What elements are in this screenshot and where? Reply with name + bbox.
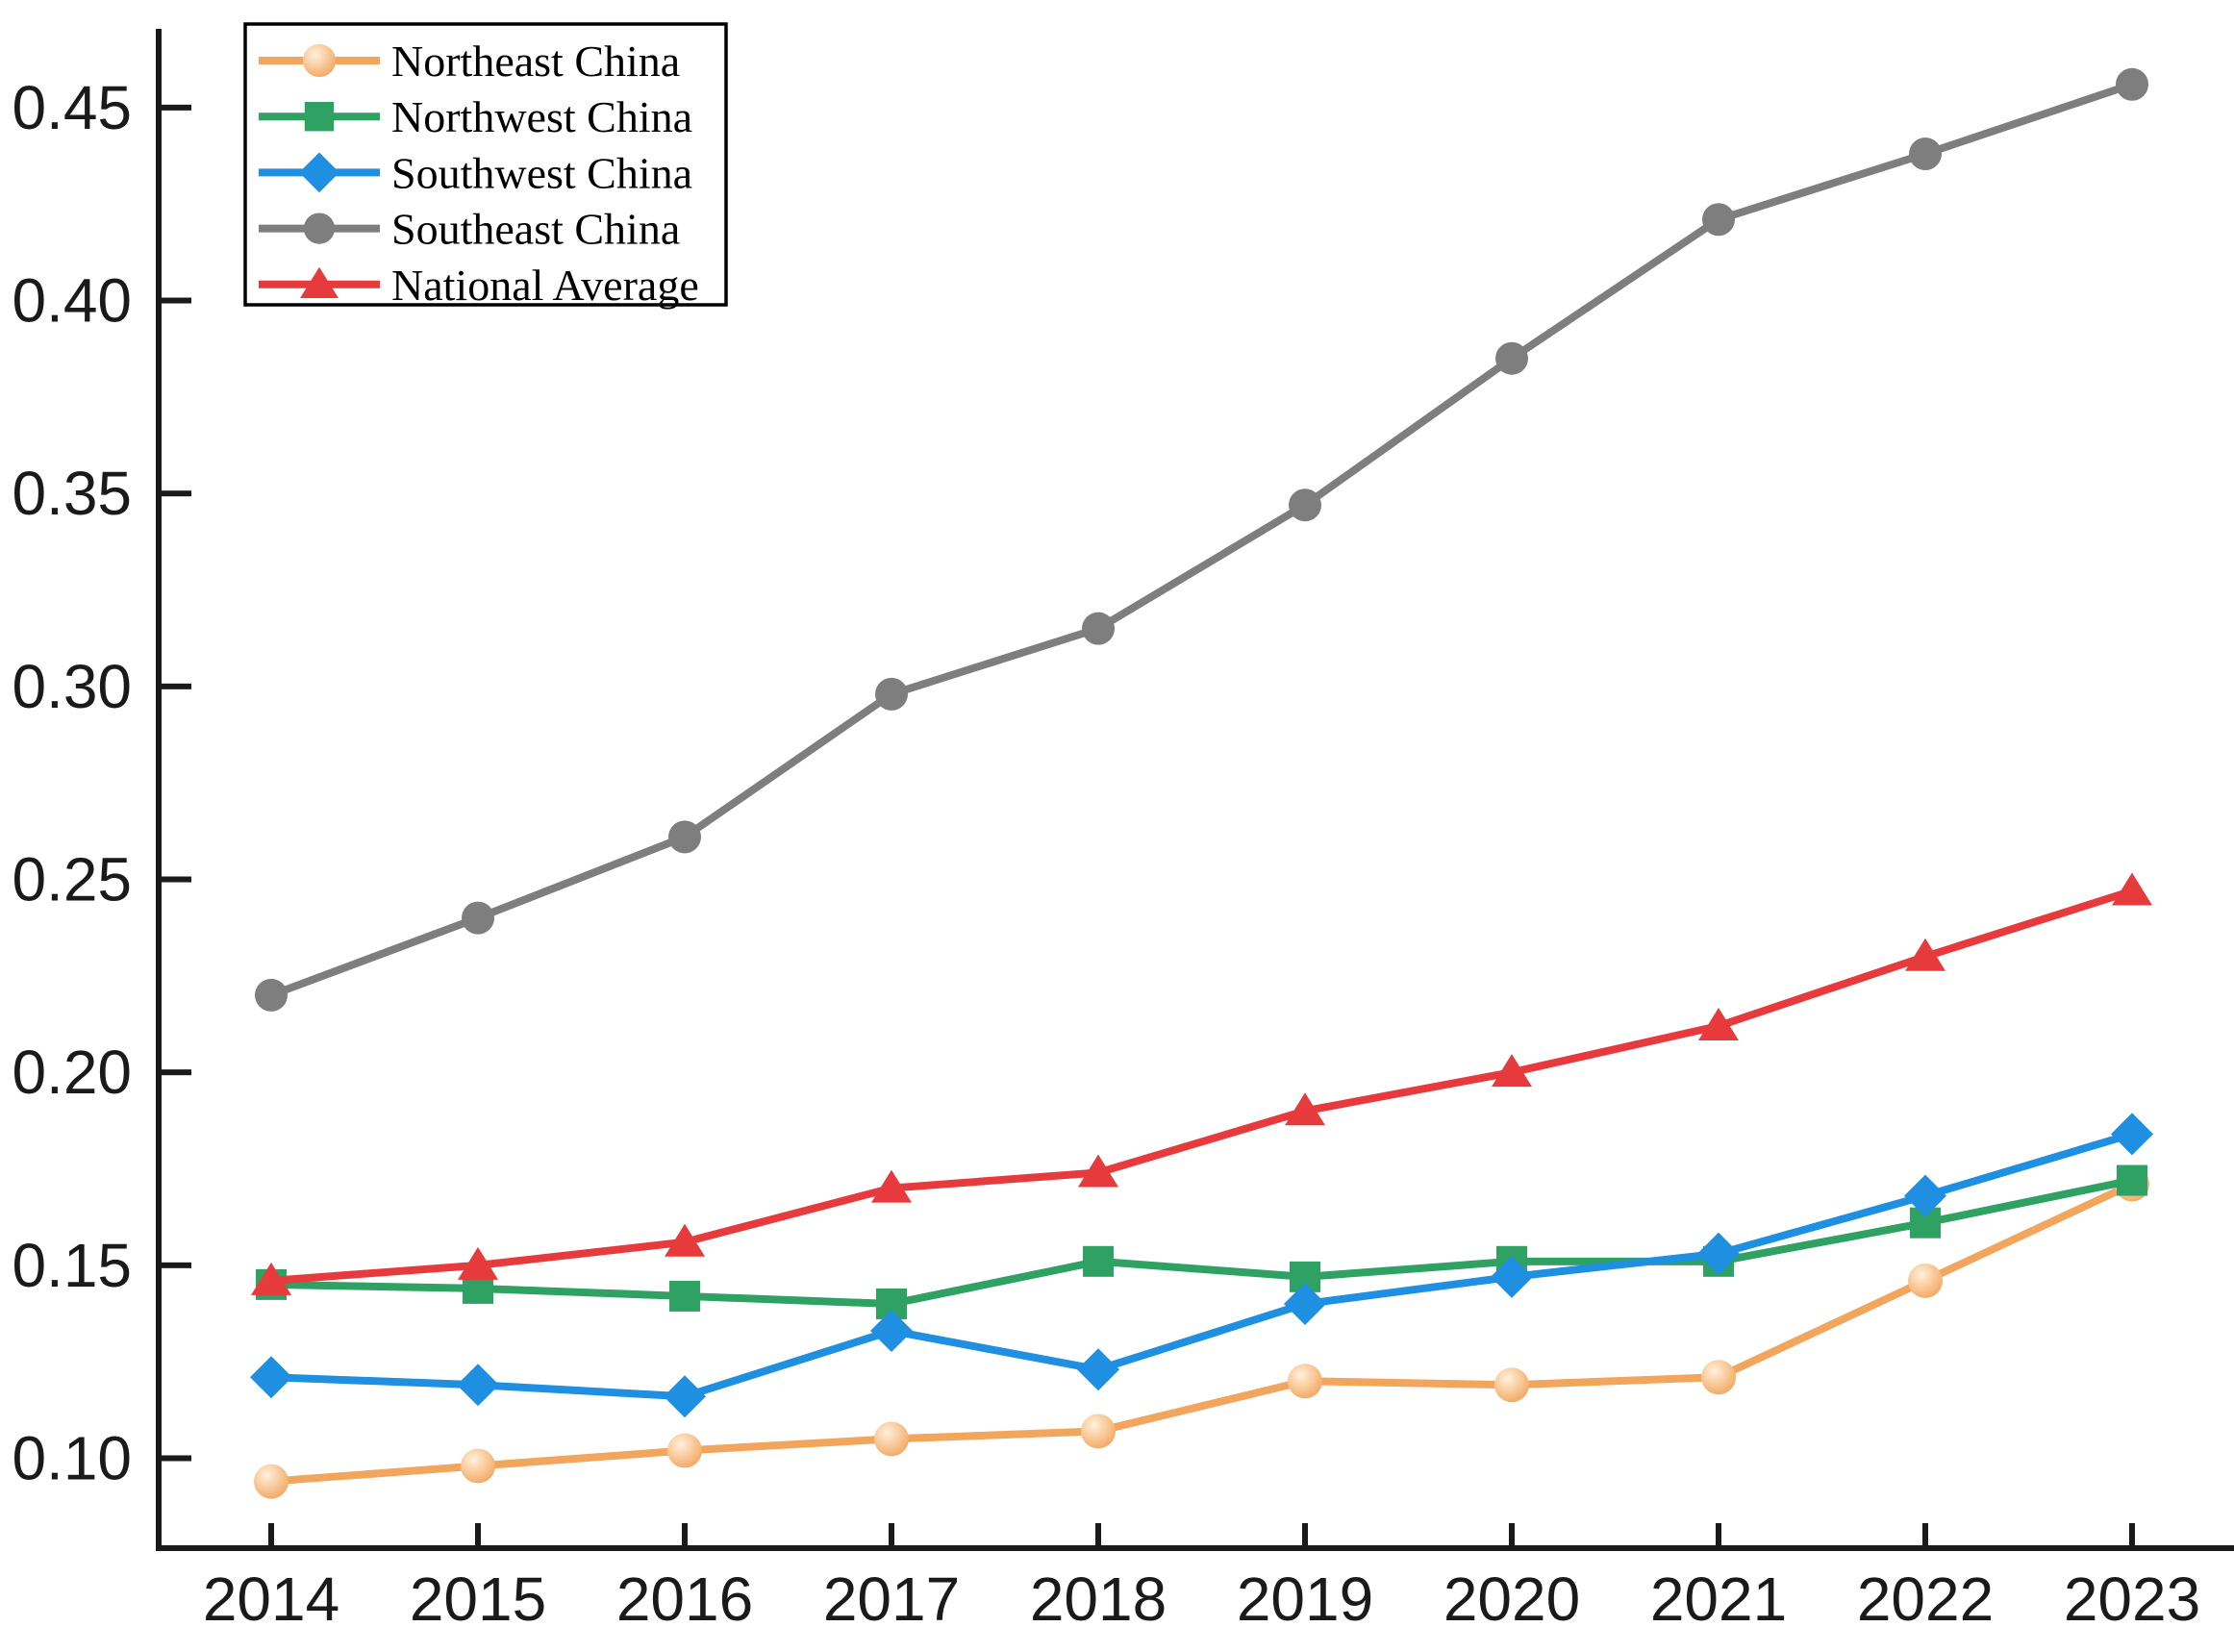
y-tick-label: 0.40 — [12, 266, 132, 336]
data-point-square — [1083, 1245, 1114, 1277]
data-point-diamond — [1697, 1232, 1740, 1275]
data-point-triangle — [1492, 1054, 1532, 1088]
x-tick — [475, 1523, 481, 1548]
y-tick-label: 0.20 — [12, 1038, 132, 1107]
data-point-square — [2117, 1164, 2147, 1196]
data-point-sphere — [874, 1421, 909, 1457]
data-point-sphere — [1494, 1367, 1529, 1403]
y-tick — [159, 1069, 191, 1076]
y-tick — [159, 297, 191, 304]
y-tick-label: 0.35 — [12, 459, 132, 528]
y-tick-label: 0.15 — [12, 1231, 132, 1300]
x-tick-label: 2014 — [203, 1564, 339, 1634]
data-point-triangle — [665, 1223, 705, 1257]
data-point-circle — [303, 213, 336, 244]
x-tick — [1922, 1523, 1928, 1548]
data-point-triangle — [871, 1169, 912, 1203]
data-point-diamond — [457, 1364, 499, 1407]
series-line-2 — [267, 1130, 2136, 1401]
y-tick-label: 0.25 — [12, 845, 132, 914]
data-point-circle — [1082, 612, 1115, 645]
y-tick — [159, 1455, 191, 1462]
legend-label: Northwest China — [391, 92, 692, 141]
x-tick-label: 2022 — [1857, 1564, 1994, 1634]
data-point-triangle — [1285, 1092, 1325, 1126]
data-point-sphere — [1081, 1414, 1116, 1449]
data-point-circle — [875, 677, 908, 711]
y-tick-label: 0.10 — [12, 1423, 132, 1492]
data-point-diamond — [1077, 1348, 1119, 1391]
x-tick — [1716, 1523, 1721, 1548]
data-point-square — [304, 102, 335, 132]
data-point-square — [669, 1280, 700, 1312]
series-line-3 — [267, 80, 2136, 999]
x-tick-label: 2015 — [410, 1564, 546, 1634]
x-tick — [1302, 1523, 1308, 1548]
legend-label: Southwest China — [391, 148, 692, 197]
x-tick-label: 2016 — [616, 1564, 753, 1634]
data-point-circle — [1289, 488, 1321, 522]
legend-label: National Average — [391, 261, 699, 310]
data-point-diamond — [664, 1375, 706, 1418]
x-axis-spine — [156, 1545, 2234, 1551]
data-point-triangle — [1698, 1008, 1739, 1041]
data-point-diamond — [870, 1310, 913, 1353]
x-tick — [1509, 1523, 1515, 1548]
data-point-circle — [1495, 341, 1528, 375]
data-point-triangle — [458, 1246, 498, 1280]
data-point-triangle — [1078, 1154, 1118, 1188]
data-point-diamond — [250, 1356, 292, 1399]
data-point-sphere — [1908, 1263, 1943, 1298]
y-tick — [159, 1262, 191, 1268]
y-tick-label: 0.30 — [12, 652, 132, 721]
data-point-diamond — [2111, 1113, 2153, 1156]
data-point-circle — [1702, 203, 1735, 237]
y-tick-label: 0.45 — [12, 73, 132, 142]
data-point-triangle — [2112, 872, 2152, 906]
data-point-sphere — [302, 43, 337, 78]
x-tick-label: 2018 — [1030, 1564, 1167, 1634]
legend-label: Southeast China — [391, 205, 680, 254]
data-point-triangle — [1905, 938, 1945, 971]
series-line-1 — [267, 1176, 2136, 1308]
y-tick — [159, 490, 191, 497]
data-point-sphere — [461, 1448, 495, 1484]
data-point-sphere — [667, 1433, 702, 1468]
series-line-4 — [267, 887, 2136, 1285]
x-tick — [889, 1523, 894, 1548]
data-point-sphere — [1288, 1364, 1322, 1399]
x-tick-label: 2020 — [1443, 1564, 1580, 1634]
y-tick — [159, 876, 191, 883]
series-line-0 — [267, 1180, 2136, 1486]
data-point-circle — [462, 901, 494, 935]
data-point-circle — [1909, 138, 1942, 171]
y-axis-spine — [156, 29, 162, 1551]
data-point-triangle — [251, 1262, 291, 1295]
data-point-sphere — [254, 1464, 289, 1499]
x-tick-label: 2023 — [2064, 1564, 2200, 1634]
data-point-diamond — [299, 152, 339, 193]
x-tick — [682, 1523, 688, 1548]
data-point-diamond — [1284, 1282, 1326, 1325]
data-point-triangle — [300, 266, 339, 299]
data-point-circle — [255, 978, 288, 1012]
legend-label: Northeast China — [391, 37, 680, 86]
y-tick — [159, 683, 191, 689]
x-tick — [2129, 1523, 2135, 1548]
x-tick-label: 2019 — [1237, 1564, 1373, 1634]
y-tick — [159, 104, 191, 111]
x-tick-label: 2021 — [1650, 1564, 1787, 1634]
data-point-circle — [668, 820, 701, 854]
data-point-circle — [2116, 67, 2148, 101]
x-tick — [268, 1523, 274, 1548]
data-point-diamond — [1491, 1255, 1533, 1298]
x-tick-label: 2017 — [823, 1564, 960, 1634]
data-point-sphere — [1701, 1360, 1736, 1395]
data-point-diamond — [1904, 1174, 1946, 1217]
x-tick — [1095, 1523, 1101, 1548]
